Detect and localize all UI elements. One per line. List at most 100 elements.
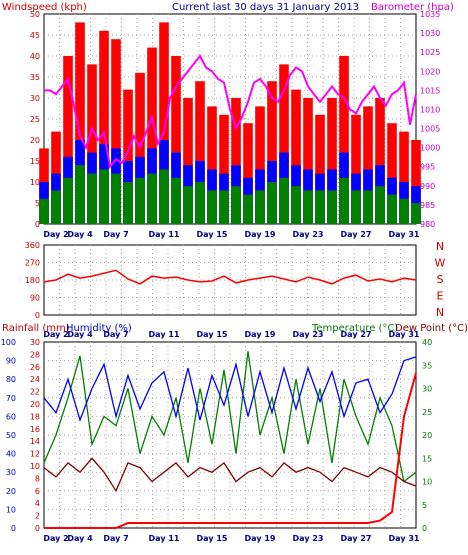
humidity-tick-label: 90: [6, 357, 16, 366]
wind-gust-bar: [327, 98, 337, 224]
wind-avg2-bar: [75, 165, 85, 224]
wind-avg2-bar: [207, 190, 217, 224]
wind-avg2-bar: [123, 182, 133, 224]
direction-tick-label: 180: [25, 276, 40, 285]
compass-label: N: [436, 306, 444, 319]
wind-gust-bar: [363, 106, 373, 224]
wind-gust-bar: [339, 56, 349, 224]
humidity-tick-label: 70: [6, 394, 16, 403]
wind-baro-x-tick-label: Day 4: [67, 230, 93, 239]
wind-gust-bar: [75, 22, 85, 225]
compass-label: N: [436, 240, 444, 253]
wind-gust-bar: [63, 56, 73, 224]
wind-avg2-bar: [51, 190, 61, 224]
rain-humidity-temp-x-tick-label: Day 27: [341, 534, 372, 543]
wind-avg2-bar: [279, 177, 289, 224]
wind-avg2-bar: [219, 190, 229, 224]
humidity-tick-label: 30: [6, 468, 16, 477]
rainfall-line: [44, 372, 417, 529]
windspeed-tick-label: 30: [30, 94, 40, 103]
wind-avg2-bar: [339, 177, 349, 224]
wind-baro-x-tick-label: Day 2: [43, 230, 68, 239]
wind-gust-bar: [219, 114, 229, 224]
humidity-tick-label: 60: [6, 412, 16, 421]
humidity-tick-label: 10: [6, 505, 16, 514]
windspeed-tick-label: 20: [30, 136, 40, 145]
wind-avg2-bar: [267, 182, 277, 224]
temperature-tick-label: 35: [422, 361, 432, 370]
wind-gust-bar: [231, 98, 241, 224]
wind-gust-bar: [183, 98, 193, 224]
temperature-tick-label: 15: [422, 454, 432, 463]
dewpoint-axis-label: Dew Point (°C): [395, 323, 468, 334]
compass-label: E: [437, 290, 444, 303]
rainfall-tick-label: 10: [30, 462, 40, 471]
barometer-tick-label: 990: [420, 182, 435, 191]
rain-humidity-temp-x-tick-label: Day 31: [389, 534, 420, 543]
rainfall-tick-label: 18: [30, 412, 40, 421]
wind-gust-bar: [111, 39, 121, 225]
barometer-tick-label: 980: [420, 220, 435, 229]
wind-gust-bar: [303, 98, 313, 224]
windspeed-tick-label: 45: [30, 31, 40, 40]
wind-gust-bar: [207, 106, 217, 224]
wind-direction-x-tick-label: Day 11: [149, 330, 180, 339]
rainfall-tick-label: 12: [30, 450, 40, 459]
wind-gust-bar: [411, 140, 421, 224]
compass-label: S: [437, 273, 444, 286]
wind-avg2-bar: [39, 198, 49, 224]
chart-title: Current last 30 days 31 January 2013: [172, 2, 359, 13]
temperature-tick-label: 20: [422, 431, 432, 440]
wind-avg2-bar: [375, 186, 385, 224]
wind-direction-x-tick-label: Day 31: [389, 330, 420, 339]
wind-gust-bar: [387, 123, 397, 224]
barometer-tick-label: 995: [420, 163, 435, 172]
wind-avg2-bar: [291, 186, 301, 224]
rainfall-tick-label: 14: [30, 437, 40, 446]
wind-gust-bar: [171, 56, 181, 224]
wind-baro-x-tick-label: Day 23: [293, 230, 324, 239]
wind-avg2-bar: [99, 169, 109, 224]
wind-gust-bar: [123, 89, 133, 224]
wind-baro-x-tick-label: Day 15: [197, 230, 228, 239]
temperature-tick-label: 25: [422, 408, 432, 417]
direction-tick-label: 0: [35, 311, 40, 320]
wind-direction-x-tick-label: Day 27: [341, 330, 372, 339]
wind-avg2-bar: [363, 190, 373, 224]
wind-avg2-bar: [111, 173, 121, 224]
humidity-tick-label: 0: [11, 524, 16, 533]
barometer-tick-label: 985: [420, 201, 435, 210]
rainfall-tick-label: 2: [35, 512, 40, 521]
wind-baro-x-tick-label: Day 19: [245, 230, 276, 239]
wind-avg2-bar: [147, 173, 157, 224]
wind-direction-x-tick-label: Day 19: [245, 330, 276, 339]
rain-humidity-temp-x-tick-label: Day 4: [67, 534, 93, 543]
wind-avg2-bar: [327, 190, 337, 224]
temperature-axis-label: Temperature (°C): [311, 323, 398, 334]
rainfall-tick-label: 22: [30, 388, 40, 397]
compass-label: W: [435, 257, 446, 270]
wind-baro-x-tick-label: Day 31: [389, 230, 420, 239]
rain-humidity-temp-x-tick-label: Day 7: [103, 534, 128, 543]
windspeed-axis-label: Windspeed (kph): [2, 2, 87, 13]
rain-humidity-temp-x-tick-label: Day 2: [43, 534, 68, 543]
wind-direction-x-tick-label: Day 23: [293, 330, 324, 339]
wind-gust-bar: [147, 47, 157, 224]
wind-baro-x-tick-label: Day 7: [103, 230, 128, 239]
windspeed-tick-label: 50: [30, 10, 40, 19]
rainfall-tick-label: 28: [30, 350, 40, 359]
wind-avg2-bar: [231, 186, 241, 224]
wind-gust-bar: [279, 64, 289, 225]
wind-avg2-bar: [411, 203, 421, 224]
humidity-axis-label: Humidity (%): [66, 323, 132, 334]
wind-baro-x-tick-label: Day 11: [149, 230, 180, 239]
temperature-tick-label: 5: [422, 501, 427, 510]
wind-gust-bar: [195, 81, 205, 224]
barometer-tick-label: 1000: [420, 144, 440, 153]
temperature-line: [43, 351, 417, 483]
wind-direction-x-tick-label: Day 2: [43, 330, 68, 339]
wind-gust-bar: [255, 106, 265, 224]
rainfall-tick-label: 24: [30, 375, 40, 384]
wind-gust-bar: [315, 114, 325, 224]
